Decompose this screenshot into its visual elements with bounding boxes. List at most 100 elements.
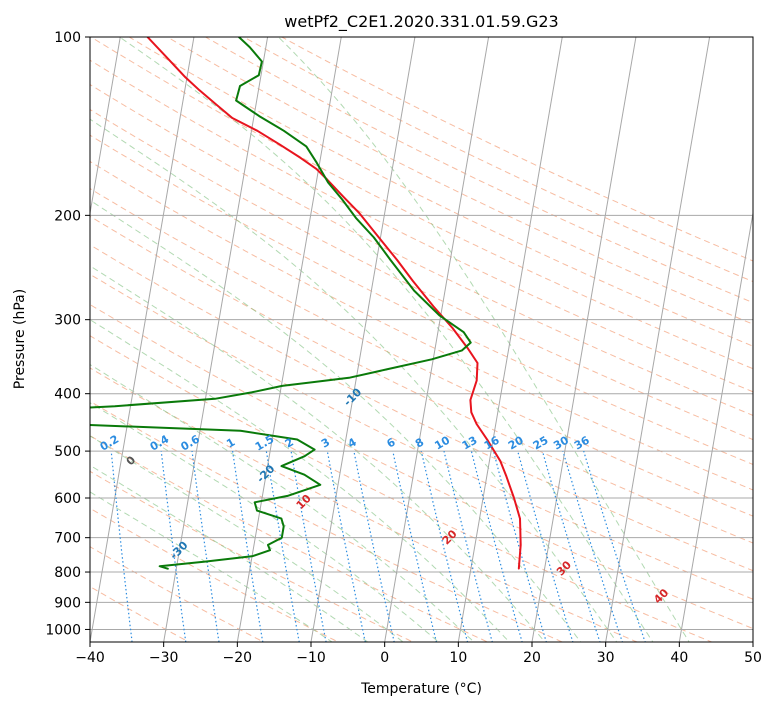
dry-adiabat xyxy=(90,273,753,600)
y-tick-label: 700 xyxy=(54,531,81,547)
mixing-ratio-line xyxy=(160,451,187,642)
dewpoint-point xyxy=(258,115,261,117)
mixing-ratio-label: 4 xyxy=(346,435,359,450)
y-tick-label: 800 xyxy=(54,565,81,581)
dewpoint-point xyxy=(313,448,316,451)
dewpoint-point xyxy=(341,198,343,201)
isotherm xyxy=(752,639,753,642)
dewpoint-point xyxy=(303,473,306,476)
temperature-point xyxy=(487,439,489,442)
axis-ticks: −40 −30 −20 −10 0 10 20 30 40 5010020030040050060… xyxy=(45,30,762,666)
dewpoint-point xyxy=(256,509,258,512)
mixing-ratio-line xyxy=(265,450,300,642)
y-tick-label: 200 xyxy=(54,208,81,224)
dewpoint-point xyxy=(355,217,357,219)
dry-adiabat xyxy=(90,335,714,642)
mixing-ratio-label: 3 xyxy=(319,436,332,451)
temperature-point xyxy=(470,411,473,414)
x-tick-label: −10 xyxy=(296,650,326,666)
isotherm xyxy=(90,37,195,642)
dewpoint-point xyxy=(280,465,283,467)
dewpoint-point xyxy=(327,181,329,184)
background-lines xyxy=(90,37,753,642)
x-tick-label: 10 xyxy=(449,650,467,666)
y-tick-label: 400 xyxy=(54,387,81,403)
dry-adiabat xyxy=(128,37,753,347)
dewpoint-point xyxy=(283,130,285,132)
x-tick-label: 0 xyxy=(380,650,389,666)
dry-adiabat xyxy=(90,586,190,642)
isotherm xyxy=(605,37,711,642)
dry-adiabat xyxy=(90,507,340,642)
dewpoint-point xyxy=(431,358,433,361)
temperature-point xyxy=(231,117,234,119)
dewpoint-point xyxy=(114,405,116,408)
isotherm xyxy=(163,37,269,642)
temperature-point xyxy=(475,379,478,382)
dewpoint-point xyxy=(461,349,463,352)
mixing-ratio-line xyxy=(420,450,469,642)
moist-adiabat-label: 0 xyxy=(124,453,139,468)
dewpoint-point xyxy=(462,331,465,334)
temperature-point xyxy=(412,280,414,282)
y-tick-label: 300 xyxy=(54,313,81,329)
dry-adiabat xyxy=(90,108,753,441)
dry-adiabat xyxy=(90,435,489,642)
isotherm-label: -10 xyxy=(341,385,364,408)
temperature-point xyxy=(476,362,479,364)
mixing-ratio-line xyxy=(583,450,646,642)
sounding-series xyxy=(47,37,522,570)
mixing-ratio-line xyxy=(353,450,395,642)
temperature-point xyxy=(184,76,187,79)
dewpoint-point xyxy=(47,417,49,419)
plot-frame xyxy=(89,36,754,643)
temperature-point xyxy=(513,497,515,499)
dry-adiabat xyxy=(90,303,753,630)
temperature-point xyxy=(519,544,522,546)
mixing-ratio-label: 1 xyxy=(224,436,237,451)
temperature-point xyxy=(466,347,469,349)
y-tick-label: 1000 xyxy=(45,622,81,638)
dewpoint-point xyxy=(267,544,269,546)
moist-adiabat-label: 40 xyxy=(651,586,671,606)
mixing-ratio-line xyxy=(232,451,264,642)
temperature-point xyxy=(469,399,472,401)
mixing-ratio-line xyxy=(443,450,493,642)
mixing-ratio-label: 6 xyxy=(384,435,397,450)
x-tick-label: −30 xyxy=(149,650,179,666)
dry-adiabat xyxy=(280,37,753,262)
temperature-point xyxy=(315,168,318,170)
dry-adiabat xyxy=(90,83,753,416)
mixing-ratio-line xyxy=(110,451,133,642)
x-tick-label: 20 xyxy=(523,650,541,666)
isotherm xyxy=(310,37,416,642)
isotherm-label: -30 xyxy=(167,539,190,562)
dewpoint-point xyxy=(250,391,253,394)
mixing-ratio-label: 25 xyxy=(531,434,551,453)
dry-adiabat xyxy=(90,160,753,491)
temperature-point xyxy=(256,130,259,132)
temperature-point xyxy=(380,239,382,241)
isotherm xyxy=(531,37,637,642)
mixing-ratio-line xyxy=(191,451,220,642)
dewpoint-point xyxy=(54,409,56,411)
moist-adiabat xyxy=(119,37,654,642)
moist-adiabat xyxy=(90,464,369,642)
dewpoint-point xyxy=(286,495,289,497)
dewpoint-point xyxy=(205,560,207,563)
temperature-point xyxy=(505,474,507,477)
dewpoint-point xyxy=(303,455,306,458)
dewpoint-point xyxy=(253,501,256,504)
mixing-ratio-label: 10 xyxy=(432,433,452,452)
moist-adiabat xyxy=(90,363,475,642)
temperature-point xyxy=(475,423,478,425)
isotherm xyxy=(236,37,342,642)
mixing-ratio-label: 36 xyxy=(572,433,592,452)
moist-adiabat xyxy=(90,402,440,642)
dewpoint-point xyxy=(281,536,283,539)
dry-adiabat xyxy=(90,400,564,642)
moist-adiabat xyxy=(278,37,690,642)
temperature-point xyxy=(165,56,167,58)
temperature-point xyxy=(358,212,360,214)
